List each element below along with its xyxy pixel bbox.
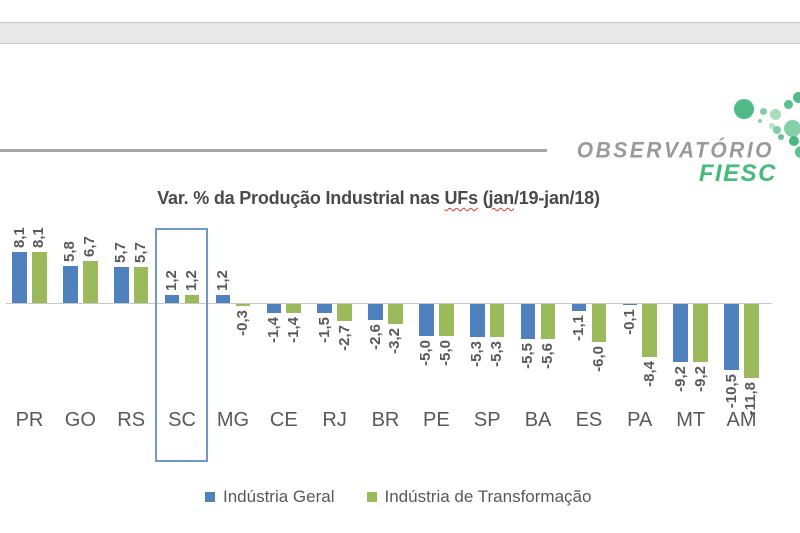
category-label-rj: RJ	[322, 409, 347, 431]
value-label-pe-geral: -5,0	[417, 339, 435, 366]
category-label-am: AM	[726, 409, 757, 431]
category-label-mt: MT	[676, 409, 706, 431]
value-label-br-geral: -2,6	[366, 324, 384, 351]
value-label-mt-geral: -9,2	[671, 365, 689, 392]
value-label-ce-transformacao: -1,4	[284, 316, 302, 343]
title-part2: (	[477, 188, 489, 208]
category-label-sp: SP	[473, 409, 501, 431]
category-label-br: BR	[371, 409, 400, 431]
value-label-br-transformacao: -3,2	[386, 328, 404, 355]
value-label-ba-transformacao: -5,6	[539, 343, 557, 370]
value-label-pe-transformacao: -5,0	[437, 339, 455, 366]
category-label-sc: SC	[168, 409, 196, 431]
category-label-mg: MG	[216, 409, 250, 431]
bar-mg-geral	[215, 295, 231, 303]
bar-ce-geral	[266, 304, 282, 313]
bar-go-geral	[63, 266, 78, 303]
bar-pa-transformacao	[642, 304, 657, 357]
value-label-pr-geral: 8,1	[10, 227, 28, 248]
bar-go-transformacao	[83, 260, 98, 303]
legend-label-industria-transformacao: Indústria de Transformação	[384, 487, 592, 506]
logo-fiesc-text: FIESC	[698, 160, 777, 187]
title-jan: jan	[488, 188, 515, 208]
category-label-ce: CE	[269, 409, 298, 431]
bar-am-transformacao	[744, 304, 759, 379]
value-label-es-transformacao: -6,0	[589, 345, 607, 372]
bar-ce-transformacao	[286, 304, 301, 313]
bar-mt-transformacao	[693, 304, 708, 362]
value-label-rs-transformacao: 5,7	[132, 242, 150, 264]
category-label-pa: PA	[627, 409, 653, 431]
bar-sc-transformacao	[184, 295, 200, 303]
bar-es-geral	[571, 304, 587, 311]
category-label-go: GO	[64, 409, 96, 431]
bar-pr-geral	[12, 251, 27, 303]
bar-rs-transformacao	[133, 267, 149, 303]
value-label-mg-transformacao: -0,3	[233, 309, 251, 336]
bar-sc-geral	[164, 295, 180, 303]
legend-swatch-industria-geral	[205, 492, 215, 502]
value-label-mg-geral: 1,2	[213, 270, 231, 292]
value-label-rj-transformacao: -2,7	[335, 325, 353, 351]
value-label-pa-transformacao: -8,4	[640, 360, 658, 387]
value-label-rj-geral: -1,5	[315, 317, 333, 344]
bar-es-transformacao	[591, 304, 607, 342]
bar-pr-transformacao	[32, 251, 47, 303]
bar-rs-geral	[114, 267, 129, 303]
category-label-pr: PR	[15, 409, 44, 431]
value-label-sc-transformacao: 1,2	[183, 270, 201, 292]
value-label-rs-geral: 5,7	[112, 242, 130, 264]
legend-label-industria-geral: Indústria Geral	[223, 487, 335, 506]
bar-mt-geral	[673, 304, 688, 362]
bar-ba-geral	[520, 304, 536, 339]
category-label-es: ES	[575, 409, 603, 431]
value-label-es-geral: -1,1	[569, 314, 587, 341]
bar-br-transformacao	[388, 304, 403, 325]
legend-item-industria-transformacao: Indústria de Transformação	[366, 487, 592, 507]
value-label-pa-geral: -0,1	[620, 308, 638, 335]
chart-title: Var. % da Produção Industrial nas UFs (j…	[0, 188, 757, 209]
bar-pe-geral	[419, 304, 434, 336]
category-label-pe: PE	[423, 409, 450, 431]
category-label-ba: BA	[524, 409, 552, 431]
bar-pe-transformacao	[439, 304, 454, 336]
bar-sp-transformacao	[489, 304, 505, 338]
bar-ba-transformacao	[540, 304, 556, 340]
value-label-sp-geral: -5,3	[468, 341, 486, 368]
value-label-go-transformacao: 6,7	[81, 235, 99, 257]
value-label-mt-transformacao: -9,2	[691, 365, 709, 392]
logo-observatorio-text: OBSERVATÓRIO	[576, 138, 774, 163]
value-label-sc-geral: 1,2	[163, 270, 181, 292]
title-part3: /19-jan/18)	[513, 188, 600, 208]
bar-mg-transformacao	[235, 304, 251, 306]
legend-swatch-industria-transformacao	[366, 492, 377, 502]
zero-axis-line	[6, 303, 772, 304]
value-label-go-geral: 5,8	[61, 241, 79, 263]
value-label-sp-transformacao: -5,3	[488, 341, 506, 368]
value-label-ce-geral: -1,4	[264, 316, 282, 343]
title-ufs: UFs	[444, 188, 479, 208]
category-label-rs: RS	[117, 409, 146, 431]
title-part1: Var. % da Produção Industrial nas	[157, 188, 445, 208]
bar-sp-geral	[470, 304, 485, 338]
legend: Indústria Geral Indústria de Transformaç…	[205, 487, 591, 507]
header-band	[0, 22, 800, 44]
value-label-pr-transformacao: 8,1	[30, 227, 48, 248]
bar-rj-transformacao	[337, 304, 352, 321]
value-label-ba-geral: -5,5	[519, 342, 537, 369]
logo-rule	[0, 149, 547, 152]
bar-pa-geral	[622, 304, 638, 305]
highlight-box-sc	[155, 228, 208, 462]
bar-am-geral	[724, 304, 739, 371]
bar-br-geral	[368, 304, 383, 321]
bar-rj-geral	[317, 304, 332, 314]
legend-item-industria-geral: Indústria Geral	[205, 487, 335, 507]
